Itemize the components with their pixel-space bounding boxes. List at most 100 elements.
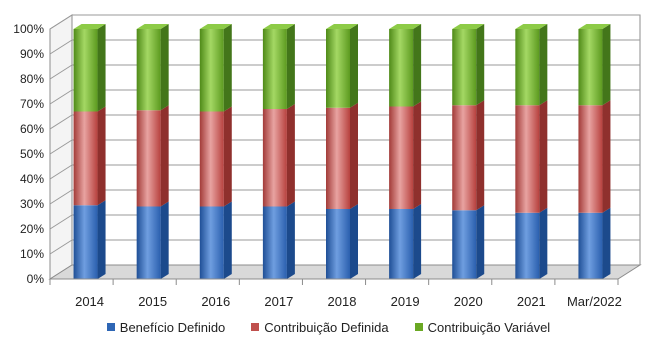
legend-label: Benefício Definido [119,319,226,335]
gridline-side [49,189,73,205]
x-tick-label: 2015 [138,294,167,309]
gridline-side [49,39,73,55]
x-tick-label: 2017 [264,294,293,309]
y-axis-tick-labels: 0% 10% 20% 30% 40% 50% 60% 70% 80% 90% 100% [13,22,44,286]
bar-segment [578,29,603,106]
bar-segment [578,105,603,213]
bar-segment [452,29,477,106]
bar-segment [578,212,603,279]
bar-top-face [326,24,358,29]
bar-segment-side [223,201,232,279]
y-tick-label: 40% [20,172,44,186]
bar-segment [326,29,350,108]
bar-top-face [136,24,169,29]
legend-swatch-red [251,323,260,331]
bar-segment [136,206,161,279]
bar-segment [73,111,98,206]
bar-segment-side [476,100,485,211]
bar-segment-side [160,105,169,207]
y-tick-label: 90% [20,47,44,61]
gridline-side [49,164,73,180]
x-tick-label: 2014 [75,294,104,309]
bar-segment-side [286,24,295,109]
bar-top-face [262,24,295,29]
bar-segment-side [97,200,106,279]
x-tick-label: 2018 [328,294,357,309]
chart-legend: Benefício Definido Contribuição Definida… [0,318,657,336]
bar-segment [389,106,414,209]
bar-segment [73,29,98,112]
bar-segment [515,212,540,279]
bar-segment [262,109,287,207]
bar-segment [73,205,98,279]
bar-segment [136,110,161,207]
bar-segment-side [286,201,295,279]
x-tick-label: 2019 [391,294,420,309]
bar-segment [452,105,477,211]
bar-top-face [199,24,232,29]
bar-segment-side [476,205,485,279]
bar-segment [515,29,540,106]
x-axis-tick-labels: 2014 2015 2016 2017 2018 2019 2020 2021 Mar/2022 [49,278,622,309]
bar-segment-side [286,104,295,207]
legend-item-contribuicao-variavel: Contribuição Variável [414,319,551,335]
y-tick-label: 20% [20,222,44,236]
bar-top-face [389,24,422,29]
bar-segment [389,29,414,107]
bar-segment-side [602,24,611,106]
bar-segment-side [160,24,169,111]
legend-swatch-green [414,323,423,331]
bar-segment-side [223,24,232,112]
legend-item-contribuicao-definida: Contribuição Definida [251,319,389,335]
y-tick-label: 10% [20,247,44,261]
gridline-side [49,89,73,105]
bar-segment-side [413,101,422,209]
bar-top-face [73,24,106,29]
x-tick-label: 2021 [517,294,546,309]
gridline-side [49,114,73,130]
bar-segment-side [539,207,548,279]
y-tick-label: 100% [13,22,44,36]
bar-segment-side [602,100,611,213]
bar-segment-side [539,24,548,106]
bar-segment-side [476,24,485,106]
bar-segment [326,107,350,209]
y-tick-label: 60% [20,122,44,136]
bar-segment [199,29,224,112]
bar-segment-side [413,24,422,107]
y-tick-label: 50% [20,147,44,161]
legend-swatch-blue [106,323,115,331]
gridline-side [49,239,73,255]
legend-label: Contribuição Variável [427,319,551,335]
bar-segment-side [223,106,232,207]
bar-segment [452,210,477,279]
bar-segment [262,29,287,109]
bar-segment [136,29,161,111]
bar-segment-side [160,201,169,279]
bar-series-group [73,24,611,279]
x-tick-label: 2016 [201,294,230,309]
y-tick-label: 70% [20,97,44,111]
gridline-side [49,139,73,155]
y-tick-label: 30% [20,197,44,211]
bar-top-face [452,24,485,29]
bar-segment-side [539,100,548,213]
x-tick-label: Mar/2022 [567,294,622,309]
x-tick-label: 2020 [454,294,483,309]
legend-label: Contribuição Definida [264,319,389,335]
y-tick-label: 80% [20,72,44,86]
bar-segment [262,206,287,279]
bar-segment [199,206,224,279]
bar-segment-side [97,24,106,112]
bar-segment-side [350,102,358,209]
bar-segment [199,111,224,207]
bar-segment-side [350,204,358,279]
bar-segment-side [413,204,422,279]
bar-segment [515,105,540,213]
bar-segment-side [97,106,106,206]
gridline-side [49,14,73,30]
bar-segment-side [350,24,358,108]
gridline-side [49,64,73,80]
bar-top-face [578,24,611,29]
